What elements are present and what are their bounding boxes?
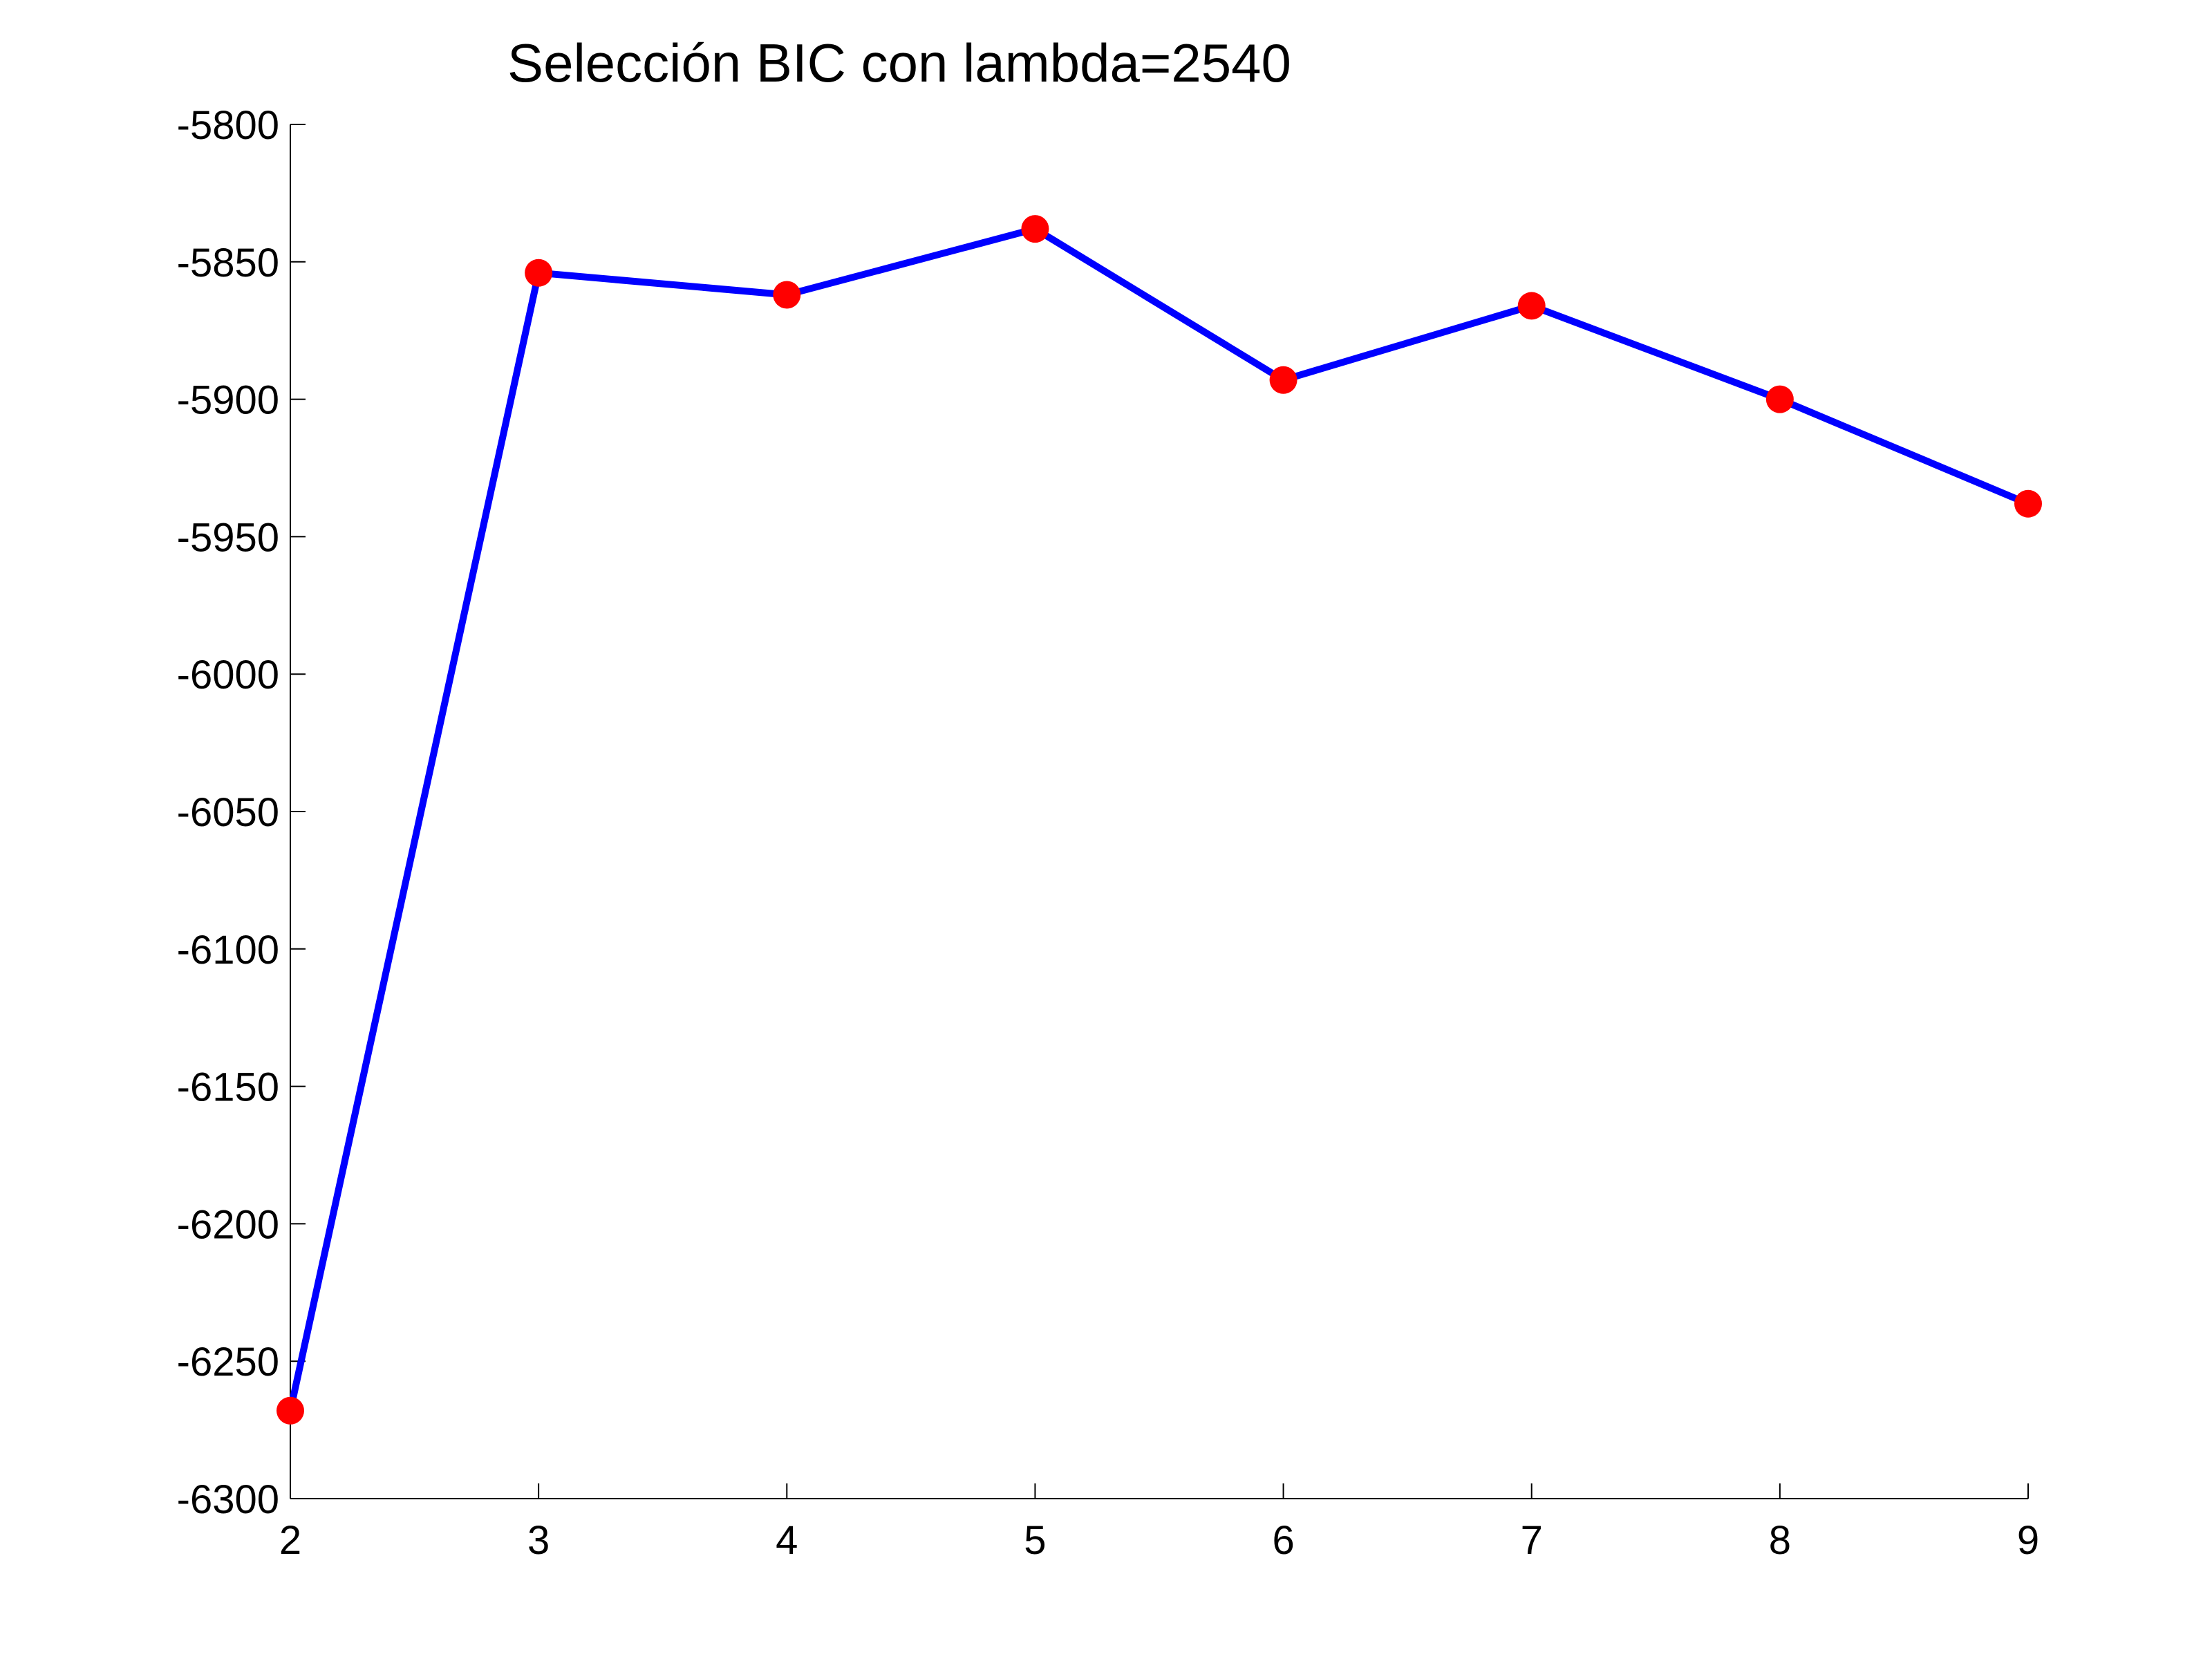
x-tick-label: 6 (1272, 1518, 1294, 1563)
x-tick-label: 3 (527, 1518, 550, 1563)
ticks: -5800 -5850 -5900 -5950 -6000 -6050 -6100 -6150… (177, 103, 2039, 1563)
x-tick-label: 9 (2017, 1518, 2039, 1563)
x-tick-label: 5 (1024, 1518, 1046, 1563)
x-tick-label: 4 (776, 1518, 798, 1563)
y-tick-label: -5900 (177, 378, 279, 423)
y-tick-label: -6300 (177, 1477, 279, 1522)
y-tick-label: -6150 (177, 1065, 279, 1110)
data-point-marker (1021, 215, 1049, 243)
data-point-marker (2014, 489, 2042, 518)
y-tick-label: -6200 (177, 1202, 279, 1247)
data-point-marker (276, 1396, 304, 1425)
axes (290, 124, 2028, 1499)
series-line (287, 225, 2032, 1414)
data-point-marker (773, 281, 801, 309)
data-point-marker (1765, 385, 1794, 413)
y-tick-label: -6000 (177, 653, 279, 697)
x-tick-label: 8 (1769, 1518, 1791, 1563)
y-tick-label: -5950 (177, 515, 279, 560)
y-tick-label: -6050 (177, 790, 279, 835)
chart-title: Selección BIC con lambda=2540 (507, 32, 1291, 93)
data-point-marker (1517, 292, 1546, 320)
series-layer (276, 215, 2042, 1425)
data-point-marker (1269, 366, 1297, 394)
data-point-marker (525, 259, 553, 287)
x-tick-label: 2 (279, 1518, 301, 1563)
y-tick-label: -5800 (177, 103, 279, 148)
y-tick-label: -5850 (177, 241, 279, 285)
y-tick-label: -6250 (177, 1340, 279, 1385)
y-tick-label: -6100 (177, 928, 279, 973)
x-tick-label: 7 (1521, 1518, 1543, 1563)
